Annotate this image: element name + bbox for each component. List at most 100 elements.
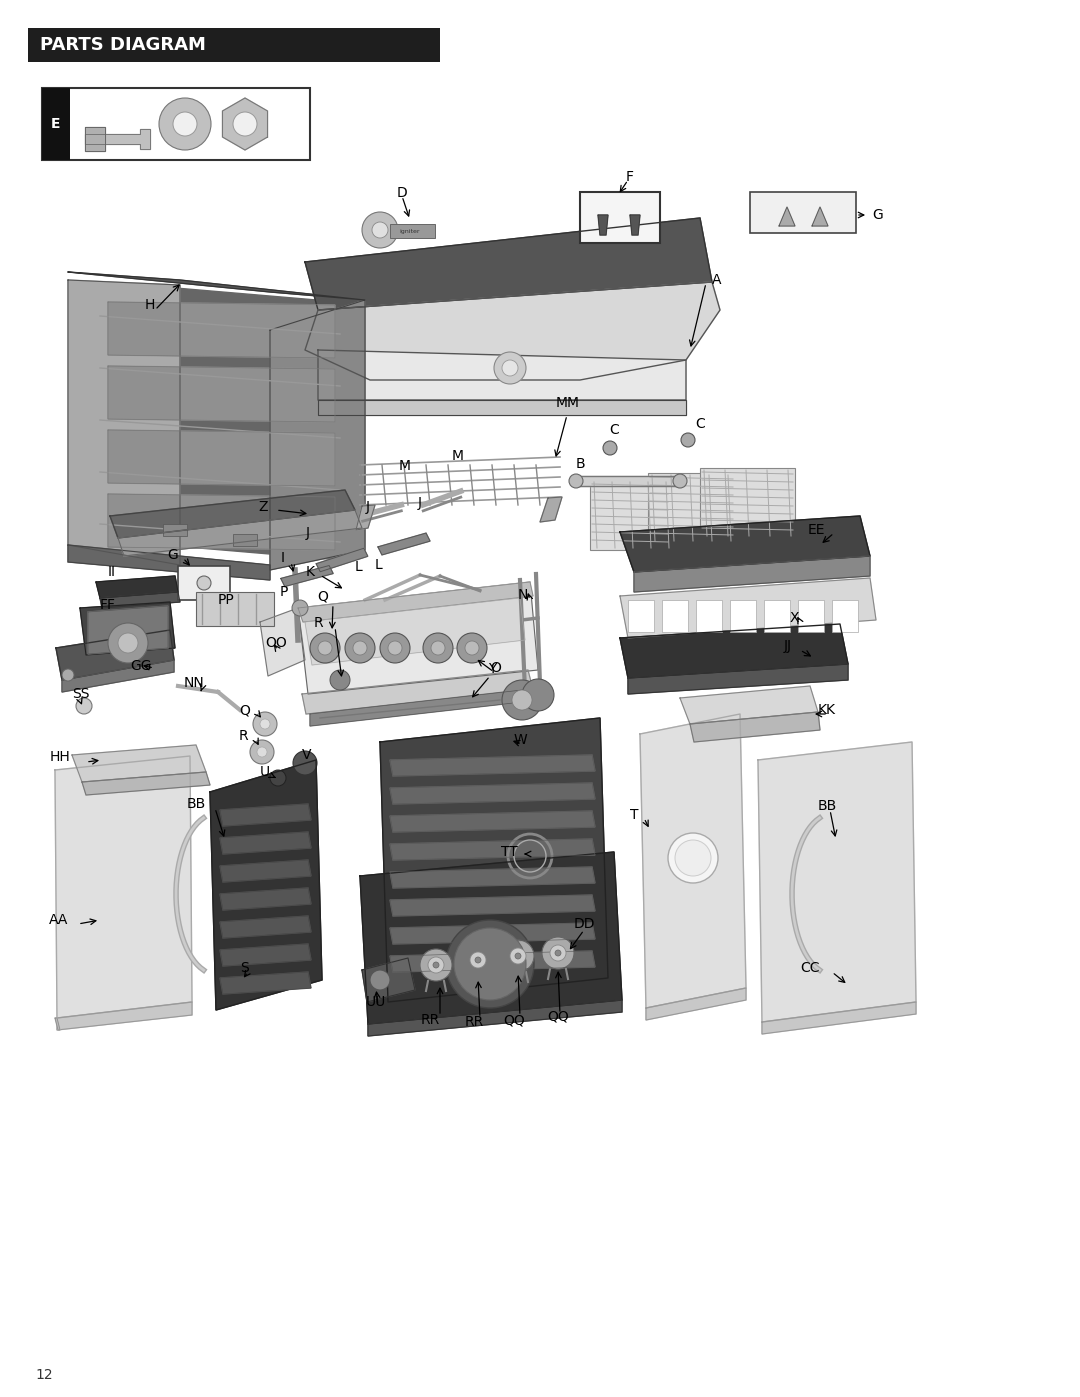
Polygon shape — [378, 534, 430, 555]
Text: J: J — [306, 527, 310, 541]
Text: D: D — [396, 186, 407, 200]
Polygon shape — [220, 916, 311, 937]
Text: RR: RR — [420, 1013, 440, 1027]
Text: F: F — [626, 170, 634, 184]
Polygon shape — [56, 630, 174, 680]
Text: X: X — [789, 610, 799, 624]
Text: TT: TT — [501, 845, 518, 859]
Polygon shape — [68, 279, 180, 564]
Circle shape — [510, 949, 526, 964]
Polygon shape — [100, 592, 180, 608]
Text: JJ: JJ — [784, 638, 792, 652]
Text: L: L — [374, 557, 382, 571]
Polygon shape — [110, 490, 355, 538]
Circle shape — [669, 833, 718, 883]
Polygon shape — [298, 583, 534, 622]
Text: RR: RR — [464, 1016, 484, 1030]
Bar — [590, 481, 670, 550]
Polygon shape — [360, 852, 622, 1024]
Polygon shape — [260, 608, 305, 676]
Polygon shape — [220, 944, 311, 965]
Polygon shape — [302, 671, 534, 714]
Text: K: K — [306, 564, 314, 578]
Polygon shape — [87, 606, 168, 654]
Text: EE: EE — [808, 522, 825, 536]
Text: J: J — [418, 496, 422, 510]
Polygon shape — [57, 1002, 192, 1030]
Polygon shape — [620, 515, 870, 571]
Bar — [730, 599, 756, 631]
Polygon shape — [390, 812, 595, 833]
Polygon shape — [390, 951, 595, 972]
Polygon shape — [220, 861, 311, 882]
Circle shape — [555, 950, 561, 956]
Circle shape — [249, 740, 274, 764]
Circle shape — [423, 633, 453, 664]
Text: PARTS DIAGRAM: PARTS DIAGRAM — [40, 36, 206, 54]
Circle shape — [550, 944, 566, 961]
Bar — [163, 524, 187, 536]
Polygon shape — [627, 664, 848, 694]
Circle shape — [446, 921, 534, 1009]
Circle shape — [431, 641, 445, 655]
Bar — [233, 534, 257, 546]
Bar — [42, 88, 70, 161]
Text: igniter: igniter — [400, 229, 420, 233]
Bar — [764, 599, 789, 631]
Text: R: R — [313, 616, 323, 630]
Polygon shape — [72, 745, 206, 782]
Polygon shape — [318, 351, 686, 400]
Polygon shape — [576, 476, 680, 486]
Text: MM: MM — [556, 395, 580, 409]
Circle shape — [603, 441, 617, 455]
Polygon shape — [620, 624, 848, 678]
Bar — [700, 468, 795, 538]
Polygon shape — [108, 430, 335, 486]
Polygon shape — [690, 712, 820, 742]
Circle shape — [475, 957, 481, 963]
Bar — [750, 191, 856, 233]
Polygon shape — [220, 972, 311, 995]
Polygon shape — [85, 127, 105, 151]
Text: V: V — [302, 747, 311, 761]
Text: OO: OO — [265, 636, 287, 650]
Polygon shape — [758, 742, 916, 1023]
Circle shape — [675, 840, 711, 876]
Circle shape — [253, 712, 276, 736]
Circle shape — [310, 633, 340, 664]
Circle shape — [569, 474, 583, 488]
Polygon shape — [620, 578, 876, 638]
Polygon shape — [220, 805, 311, 826]
Text: N: N — [518, 588, 528, 602]
Text: II: II — [108, 564, 116, 578]
Circle shape — [270, 770, 286, 787]
Circle shape — [260, 719, 270, 729]
Polygon shape — [634, 556, 870, 592]
Circle shape — [420, 949, 453, 981]
Polygon shape — [298, 583, 538, 694]
Polygon shape — [62, 659, 174, 692]
Polygon shape — [118, 510, 362, 556]
Polygon shape — [540, 497, 562, 522]
Polygon shape — [305, 598, 525, 665]
Text: C: C — [609, 423, 619, 437]
Text: AA: AA — [49, 914, 68, 928]
Circle shape — [159, 98, 211, 149]
Circle shape — [542, 937, 573, 970]
Text: B: B — [576, 457, 584, 471]
Polygon shape — [220, 833, 311, 854]
Circle shape — [370, 970, 390, 990]
Circle shape — [470, 951, 486, 968]
Polygon shape — [646, 988, 746, 1020]
Text: KK: KK — [818, 703, 836, 717]
Polygon shape — [82, 773, 210, 795]
Polygon shape — [390, 840, 595, 861]
Circle shape — [515, 953, 521, 958]
Text: R: R — [239, 729, 248, 743]
Circle shape — [257, 747, 267, 757]
Circle shape — [457, 633, 487, 664]
Text: I: I — [281, 550, 285, 564]
Circle shape — [353, 641, 367, 655]
Polygon shape — [68, 545, 270, 580]
Text: QQ: QQ — [503, 1013, 525, 1027]
